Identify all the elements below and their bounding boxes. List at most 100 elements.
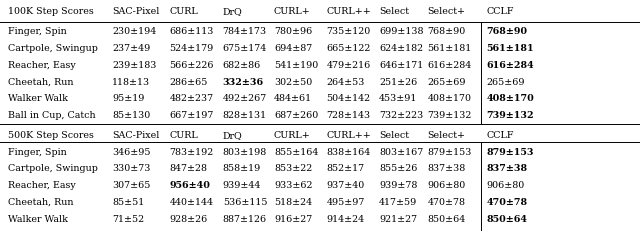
Text: CCLF: CCLF bbox=[486, 7, 514, 16]
Text: 855±164: 855±164 bbox=[274, 147, 318, 156]
Text: 858±19: 858±19 bbox=[223, 164, 261, 173]
Text: 251±26: 251±26 bbox=[379, 77, 417, 86]
Text: 828±131: 828±131 bbox=[223, 110, 267, 119]
Text: 735±120: 735±120 bbox=[326, 27, 371, 36]
Text: Ball in Cup, Catch: Ball in Cup, Catch bbox=[8, 110, 95, 119]
Text: CURL: CURL bbox=[170, 7, 198, 16]
Text: Reacher, Easy: Reacher, Easy bbox=[8, 180, 76, 189]
Text: 837±38: 837±38 bbox=[428, 164, 466, 173]
Text: DrQ: DrQ bbox=[223, 7, 243, 16]
Text: 694±87: 694±87 bbox=[274, 44, 312, 53]
Text: Select: Select bbox=[379, 131, 409, 139]
Text: 470±78: 470±78 bbox=[428, 197, 465, 206]
Text: CURL+: CURL+ bbox=[274, 7, 310, 16]
Text: 739±132: 739±132 bbox=[428, 110, 472, 119]
Text: CURL++: CURL++ bbox=[326, 131, 371, 139]
Text: Select: Select bbox=[379, 7, 409, 16]
Text: Walker Walk: Walker Walk bbox=[8, 214, 68, 222]
Text: 768±90: 768±90 bbox=[428, 27, 466, 36]
Text: 728±143: 728±143 bbox=[326, 110, 371, 119]
Text: 470±78: 470±78 bbox=[486, 197, 527, 206]
Text: 914±24: 914±24 bbox=[326, 214, 365, 222]
Text: 921±27: 921±27 bbox=[379, 214, 417, 222]
Text: 440±144: 440±144 bbox=[170, 197, 214, 206]
Text: Cheetah, Run: Cheetah, Run bbox=[8, 197, 73, 206]
Text: 453±91: 453±91 bbox=[379, 94, 417, 103]
Text: Reacher, Easy: Reacher, Easy bbox=[8, 61, 76, 70]
Text: 687±260: 687±260 bbox=[274, 110, 318, 119]
Text: 855±26: 855±26 bbox=[379, 164, 417, 173]
Text: 732±223: 732±223 bbox=[379, 110, 423, 119]
Text: 933±62: 933±62 bbox=[274, 180, 312, 189]
Text: 482±237: 482±237 bbox=[170, 94, 214, 103]
Text: 949±24: 949±24 bbox=[486, 230, 525, 231]
Text: Walker Walk: Walker Walk bbox=[8, 94, 68, 103]
Text: 504±142: 504±142 bbox=[326, 94, 371, 103]
Text: 682±86: 682±86 bbox=[223, 61, 261, 70]
Text: 699±138: 699±138 bbox=[379, 27, 424, 36]
Text: 768±90: 768±90 bbox=[486, 27, 527, 36]
Text: 956±14: 956±14 bbox=[170, 230, 211, 231]
Text: 95±19: 95±19 bbox=[112, 94, 145, 103]
Text: 616±284: 616±284 bbox=[486, 61, 534, 70]
Text: 949±24: 949±24 bbox=[428, 230, 466, 231]
Text: 118±13: 118±13 bbox=[112, 77, 150, 86]
Text: Ball in Cup, Catch: Ball in Cup, Catch bbox=[8, 230, 95, 231]
Text: 492±267: 492±267 bbox=[223, 94, 267, 103]
Text: 524±179: 524±179 bbox=[170, 44, 214, 53]
Text: 916±27: 916±27 bbox=[274, 214, 312, 222]
Text: 906±80: 906±80 bbox=[486, 180, 525, 189]
Text: Select+: Select+ bbox=[428, 131, 465, 139]
Text: 949±21: 949±21 bbox=[379, 230, 417, 231]
Text: 566±226: 566±226 bbox=[170, 61, 214, 70]
Text: SAC-Pixel: SAC-Pixel bbox=[112, 7, 159, 16]
Text: 85±51: 85±51 bbox=[112, 197, 144, 206]
Text: Finger, Spin: Finger, Spin bbox=[8, 147, 67, 156]
Text: 675±174: 675±174 bbox=[223, 44, 267, 53]
Text: Cartpole, Swingup: Cartpole, Swingup bbox=[8, 44, 97, 53]
Text: 239±183: 239±183 bbox=[112, 61, 156, 70]
Text: 162±122: 162±122 bbox=[112, 230, 156, 231]
Text: 667±197: 667±197 bbox=[170, 110, 214, 119]
Text: 536±115: 536±115 bbox=[223, 197, 268, 206]
Text: 230±194: 230±194 bbox=[112, 27, 156, 36]
Text: 479±216: 479±216 bbox=[326, 61, 371, 70]
Text: 906±80: 906±80 bbox=[428, 180, 466, 189]
Text: 518±24: 518±24 bbox=[274, 197, 312, 206]
Text: SAC-Pixel: SAC-Pixel bbox=[112, 131, 159, 139]
Text: 847±28: 847±28 bbox=[170, 164, 207, 173]
Text: 616±284: 616±284 bbox=[428, 61, 472, 70]
Text: 71±52: 71±52 bbox=[112, 214, 144, 222]
Text: 264±53: 264±53 bbox=[326, 77, 365, 86]
Text: 850±64: 850±64 bbox=[428, 214, 466, 222]
Text: 417±59: 417±59 bbox=[379, 197, 417, 206]
Text: 408±170: 408±170 bbox=[428, 94, 472, 103]
Text: 408±170: 408±170 bbox=[486, 94, 534, 103]
Text: 330±73: 330±73 bbox=[112, 164, 150, 173]
Text: Select+: Select+ bbox=[428, 7, 465, 16]
Text: 939±44: 939±44 bbox=[223, 180, 261, 189]
Text: CCLF: CCLF bbox=[486, 131, 514, 139]
Text: 852±17: 852±17 bbox=[326, 164, 365, 173]
Text: 937±40: 937±40 bbox=[326, 180, 365, 189]
Text: CURL: CURL bbox=[170, 131, 198, 139]
Text: 784±173: 784±173 bbox=[223, 27, 267, 36]
Text: 879±153: 879±153 bbox=[486, 147, 534, 156]
Text: 853±22: 853±22 bbox=[274, 164, 312, 173]
Text: Cartpole, Swingup: Cartpole, Swingup bbox=[8, 164, 97, 173]
Text: 500K Step Scores: 500K Step Scores bbox=[8, 131, 93, 139]
Text: 879±153: 879±153 bbox=[428, 147, 472, 156]
Text: 838±164: 838±164 bbox=[326, 147, 371, 156]
Text: 100K Step Scores: 100K Step Scores bbox=[8, 7, 93, 16]
Text: 780±96: 780±96 bbox=[274, 27, 312, 36]
Text: 887±126: 887±126 bbox=[223, 214, 267, 222]
Text: 850±64: 850±64 bbox=[486, 214, 527, 222]
Text: 951±19: 951±19 bbox=[274, 230, 312, 231]
Text: 624±182: 624±182 bbox=[379, 44, 423, 53]
Text: 484±61: 484±61 bbox=[274, 94, 312, 103]
Text: 237±49: 237±49 bbox=[112, 44, 150, 53]
Text: 286±65: 286±65 bbox=[170, 77, 208, 86]
Text: 803±167: 803±167 bbox=[379, 147, 423, 156]
Text: 956±8: 956±8 bbox=[326, 230, 361, 231]
Text: 783±192: 783±192 bbox=[170, 147, 214, 156]
